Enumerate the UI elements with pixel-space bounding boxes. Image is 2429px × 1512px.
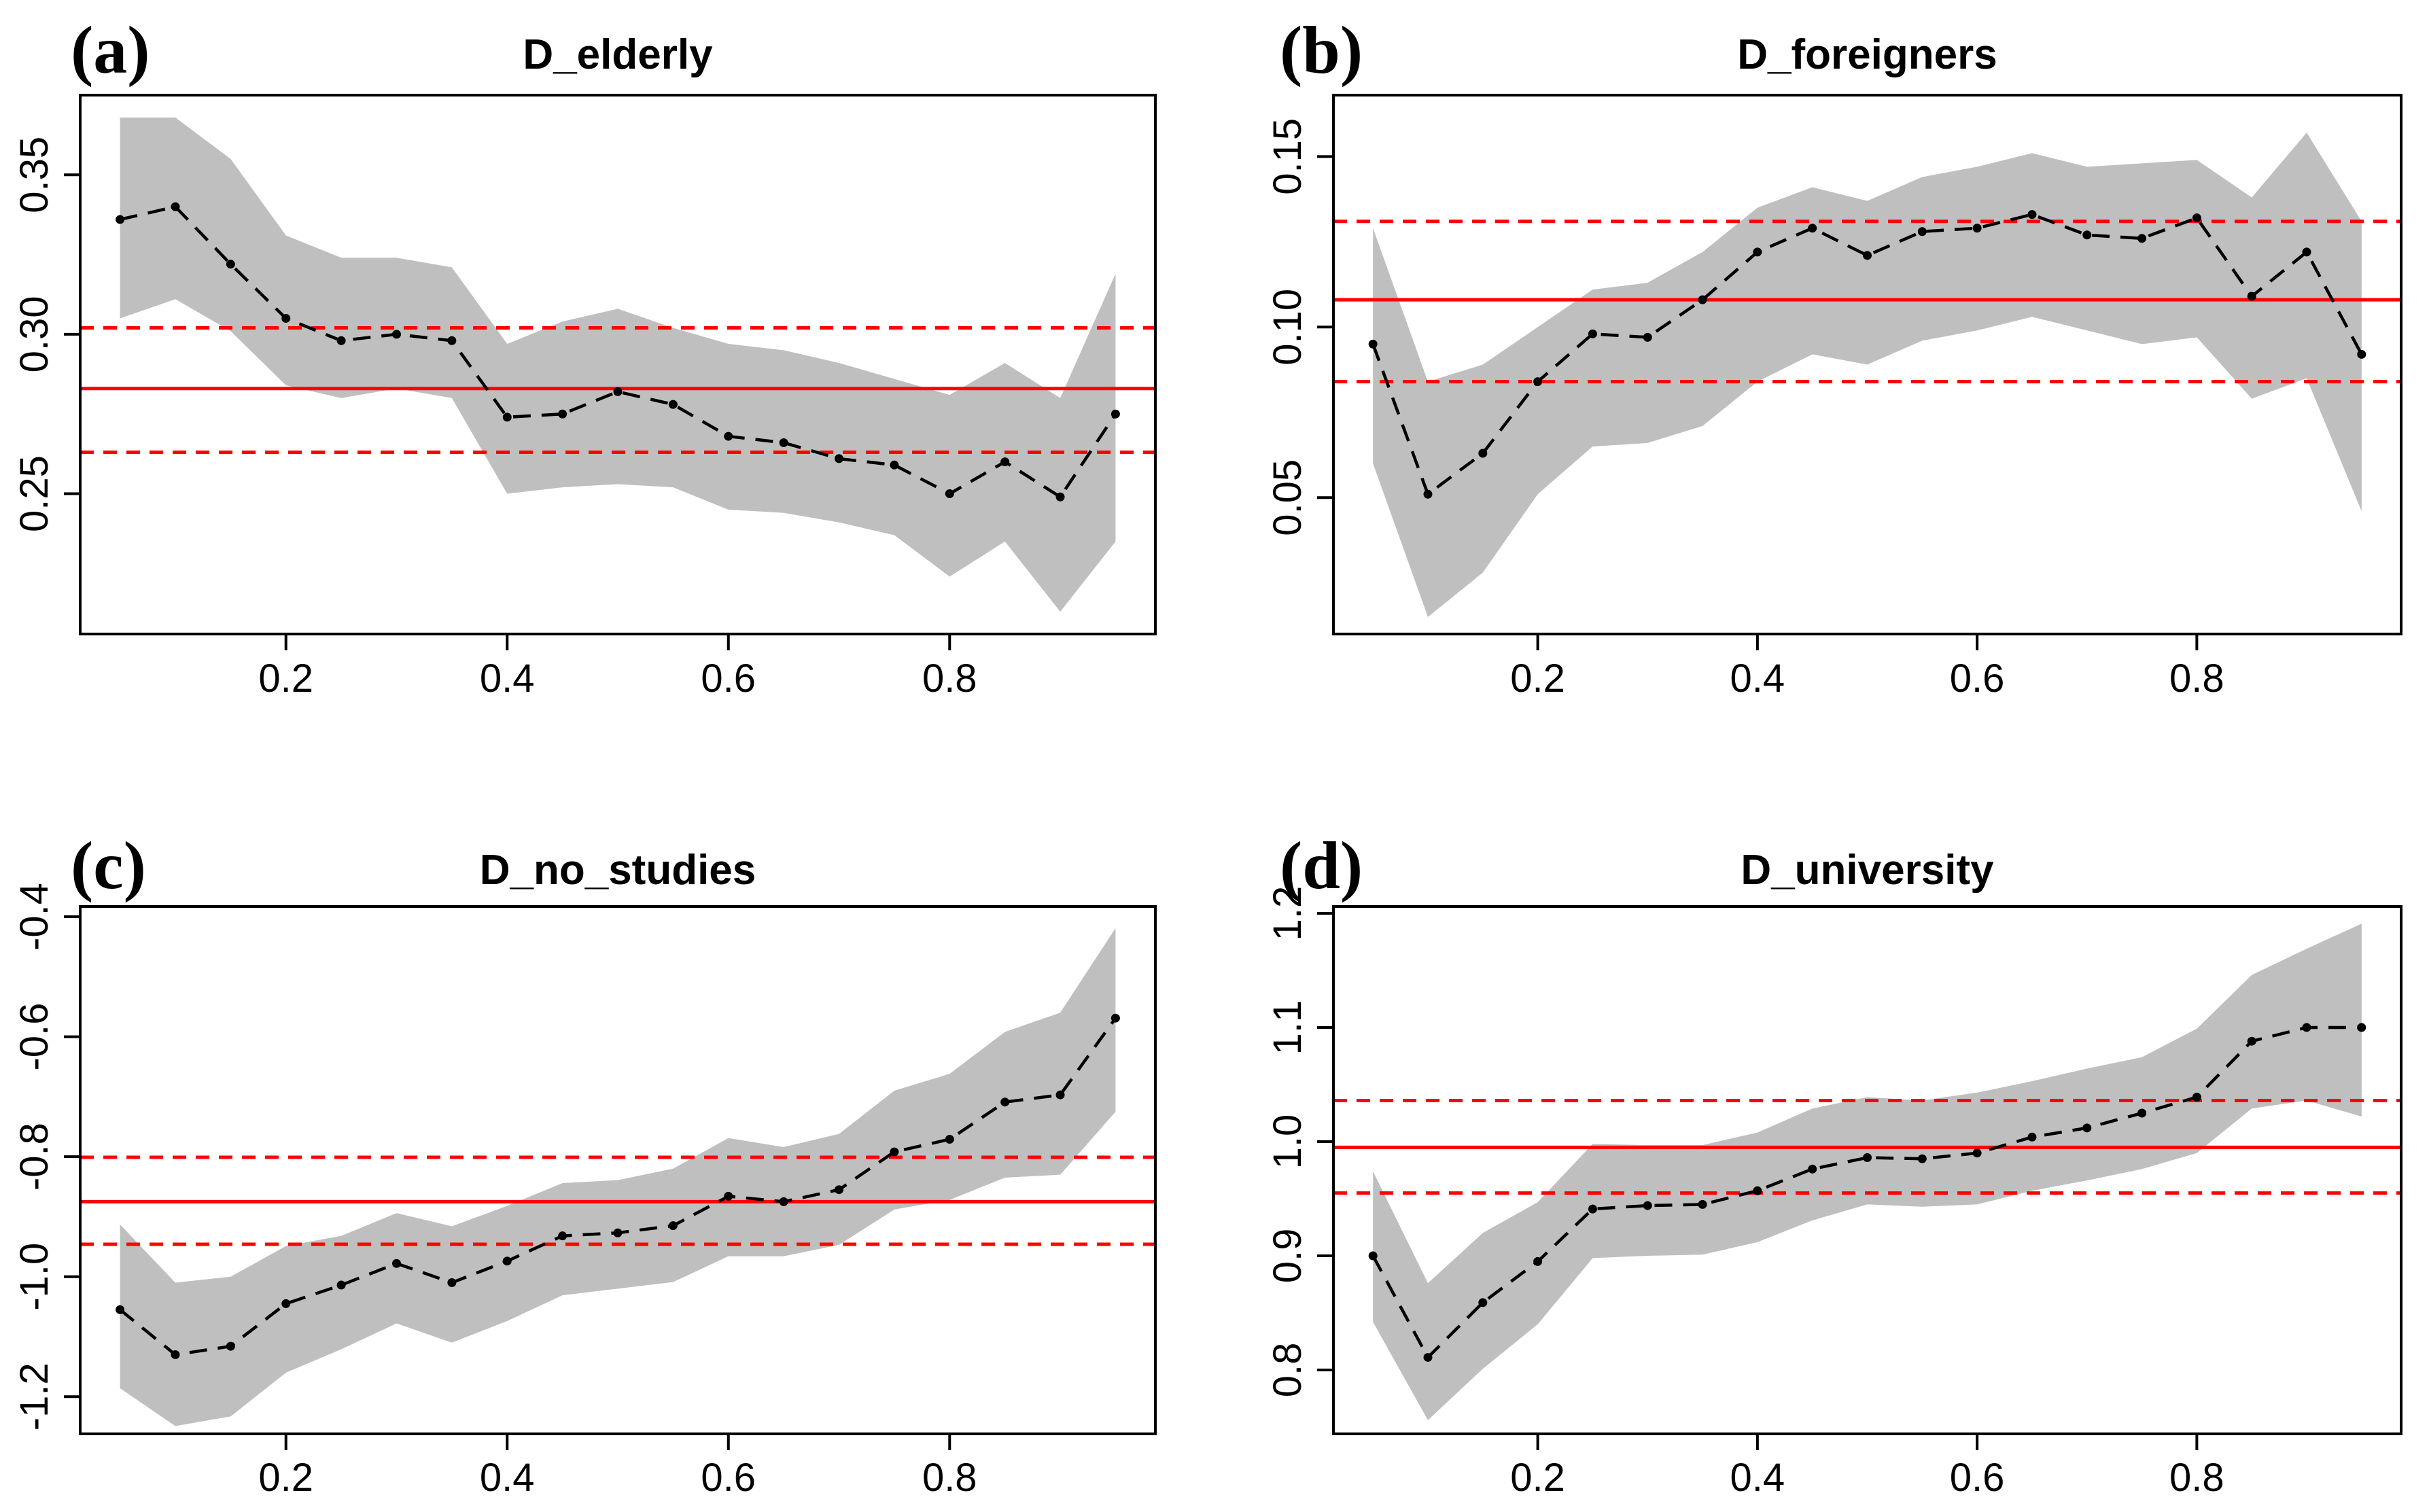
svg-text:-0.4: -0.4: [12, 883, 56, 951]
panel-d: 0.2 0.4 0.6 0.8 0.8 0.9 1.0 1.1 1.2 (d) D_univer…: [1214, 756, 2429, 1512]
svg-text:1.1: 1.1: [1265, 1000, 1310, 1055]
svg-text:0.15: 0.15: [1265, 118, 1310, 195]
svg-text:-1.2: -1.2: [12, 1362, 56, 1430]
svg-text:0.2: 0.2: [258, 656, 313, 701]
svg-text:0.35: 0.35: [12, 137, 56, 213]
svg-text:0.6: 0.6: [1950, 656, 2005, 701]
svg-text:-1.0: -1.0: [12, 1243, 56, 1311]
svg-text:0.9: 0.9: [1265, 1229, 1310, 1284]
svg-text:0.6: 0.6: [1950, 1456, 2005, 1500]
svg-text:0.2: 0.2: [1510, 656, 1565, 701]
panel-letter-b: (b): [1280, 12, 1363, 88]
svg-text:0.30: 0.30: [12, 296, 56, 372]
svg-text:0.4: 0.4: [480, 1456, 535, 1500]
chart-canvas-d: 0.2 0.4 0.6 0.8 0.8 0.9 1.0 1.1 1.2: [1265, 886, 2402, 1500]
chart-canvas-a: 0.2 0.4 0.6 0.8 0.25 0.30 0.35: [12, 94, 1157, 701]
panel-letter-c: (c): [71, 828, 146, 903]
svg-text:0.8: 0.8: [922, 656, 977, 701]
svg-text:-0.8: -0.8: [12, 1123, 56, 1191]
chart-canvas-b: 0.2 0.4 0.6 0.8 0.05 0.10 0.15: [1265, 94, 2402, 701]
panel-title-d: D_university: [1741, 847, 1994, 894]
panel-b: 0.2 0.4 0.6 0.8 0.05 0.10 0.15 (b) D_foreigner…: [1214, 0, 2429, 756]
svg-text:0.05: 0.05: [1265, 459, 1310, 536]
svg-text:0.2: 0.2: [258, 1456, 313, 1500]
svg-text:0.6: 0.6: [701, 1456, 756, 1500]
panel-letter-a: (a): [71, 12, 150, 88]
svg-text:-0.6: -0.6: [12, 1003, 56, 1071]
svg-text:0.25: 0.25: [12, 455, 56, 532]
svg-text:0.4: 0.4: [1730, 1456, 1785, 1500]
panel-c: 0.2 0.4 0.6 0.8 -1.2 -1.0 -0.8 -0.6 -0.4 (c) D_n…: [0, 756, 1214, 1512]
svg-text:0.8: 0.8: [922, 1456, 977, 1500]
svg-text:0.8: 0.8: [1265, 1343, 1310, 1398]
svg-text:0.4: 0.4: [480, 656, 535, 701]
chart-canvas-c: 0.2 0.4 0.6 0.8 -1.2 -1.0 -0.8 -0.6 -0.4: [12, 883, 1157, 1500]
svg-text:0.6: 0.6: [701, 656, 756, 701]
svg-text:0.4: 0.4: [1730, 656, 1785, 701]
svg-text:0.8: 0.8: [2169, 1456, 2224, 1500]
panel-title-b: D_foreigners: [1737, 31, 1997, 78]
svg-text:0.8: 0.8: [2169, 656, 2224, 701]
svg-text:1.2: 1.2: [1265, 886, 1310, 941]
svg-text:0.2: 0.2: [1510, 1456, 1565, 1500]
panel-title-c: D_no_studies: [479, 847, 756, 894]
panel-title-a: D_elderly: [523, 31, 713, 78]
panel-letter-d: (d): [1280, 828, 1363, 903]
svg-text:0.10: 0.10: [1265, 289, 1310, 366]
panel-a: 0.2 0.4 0.6 0.8 0.25 0.30 0.35 (a) D_elderly: [0, 0, 1214, 756]
svg-text:1.0: 1.0: [1265, 1114, 1310, 1170]
